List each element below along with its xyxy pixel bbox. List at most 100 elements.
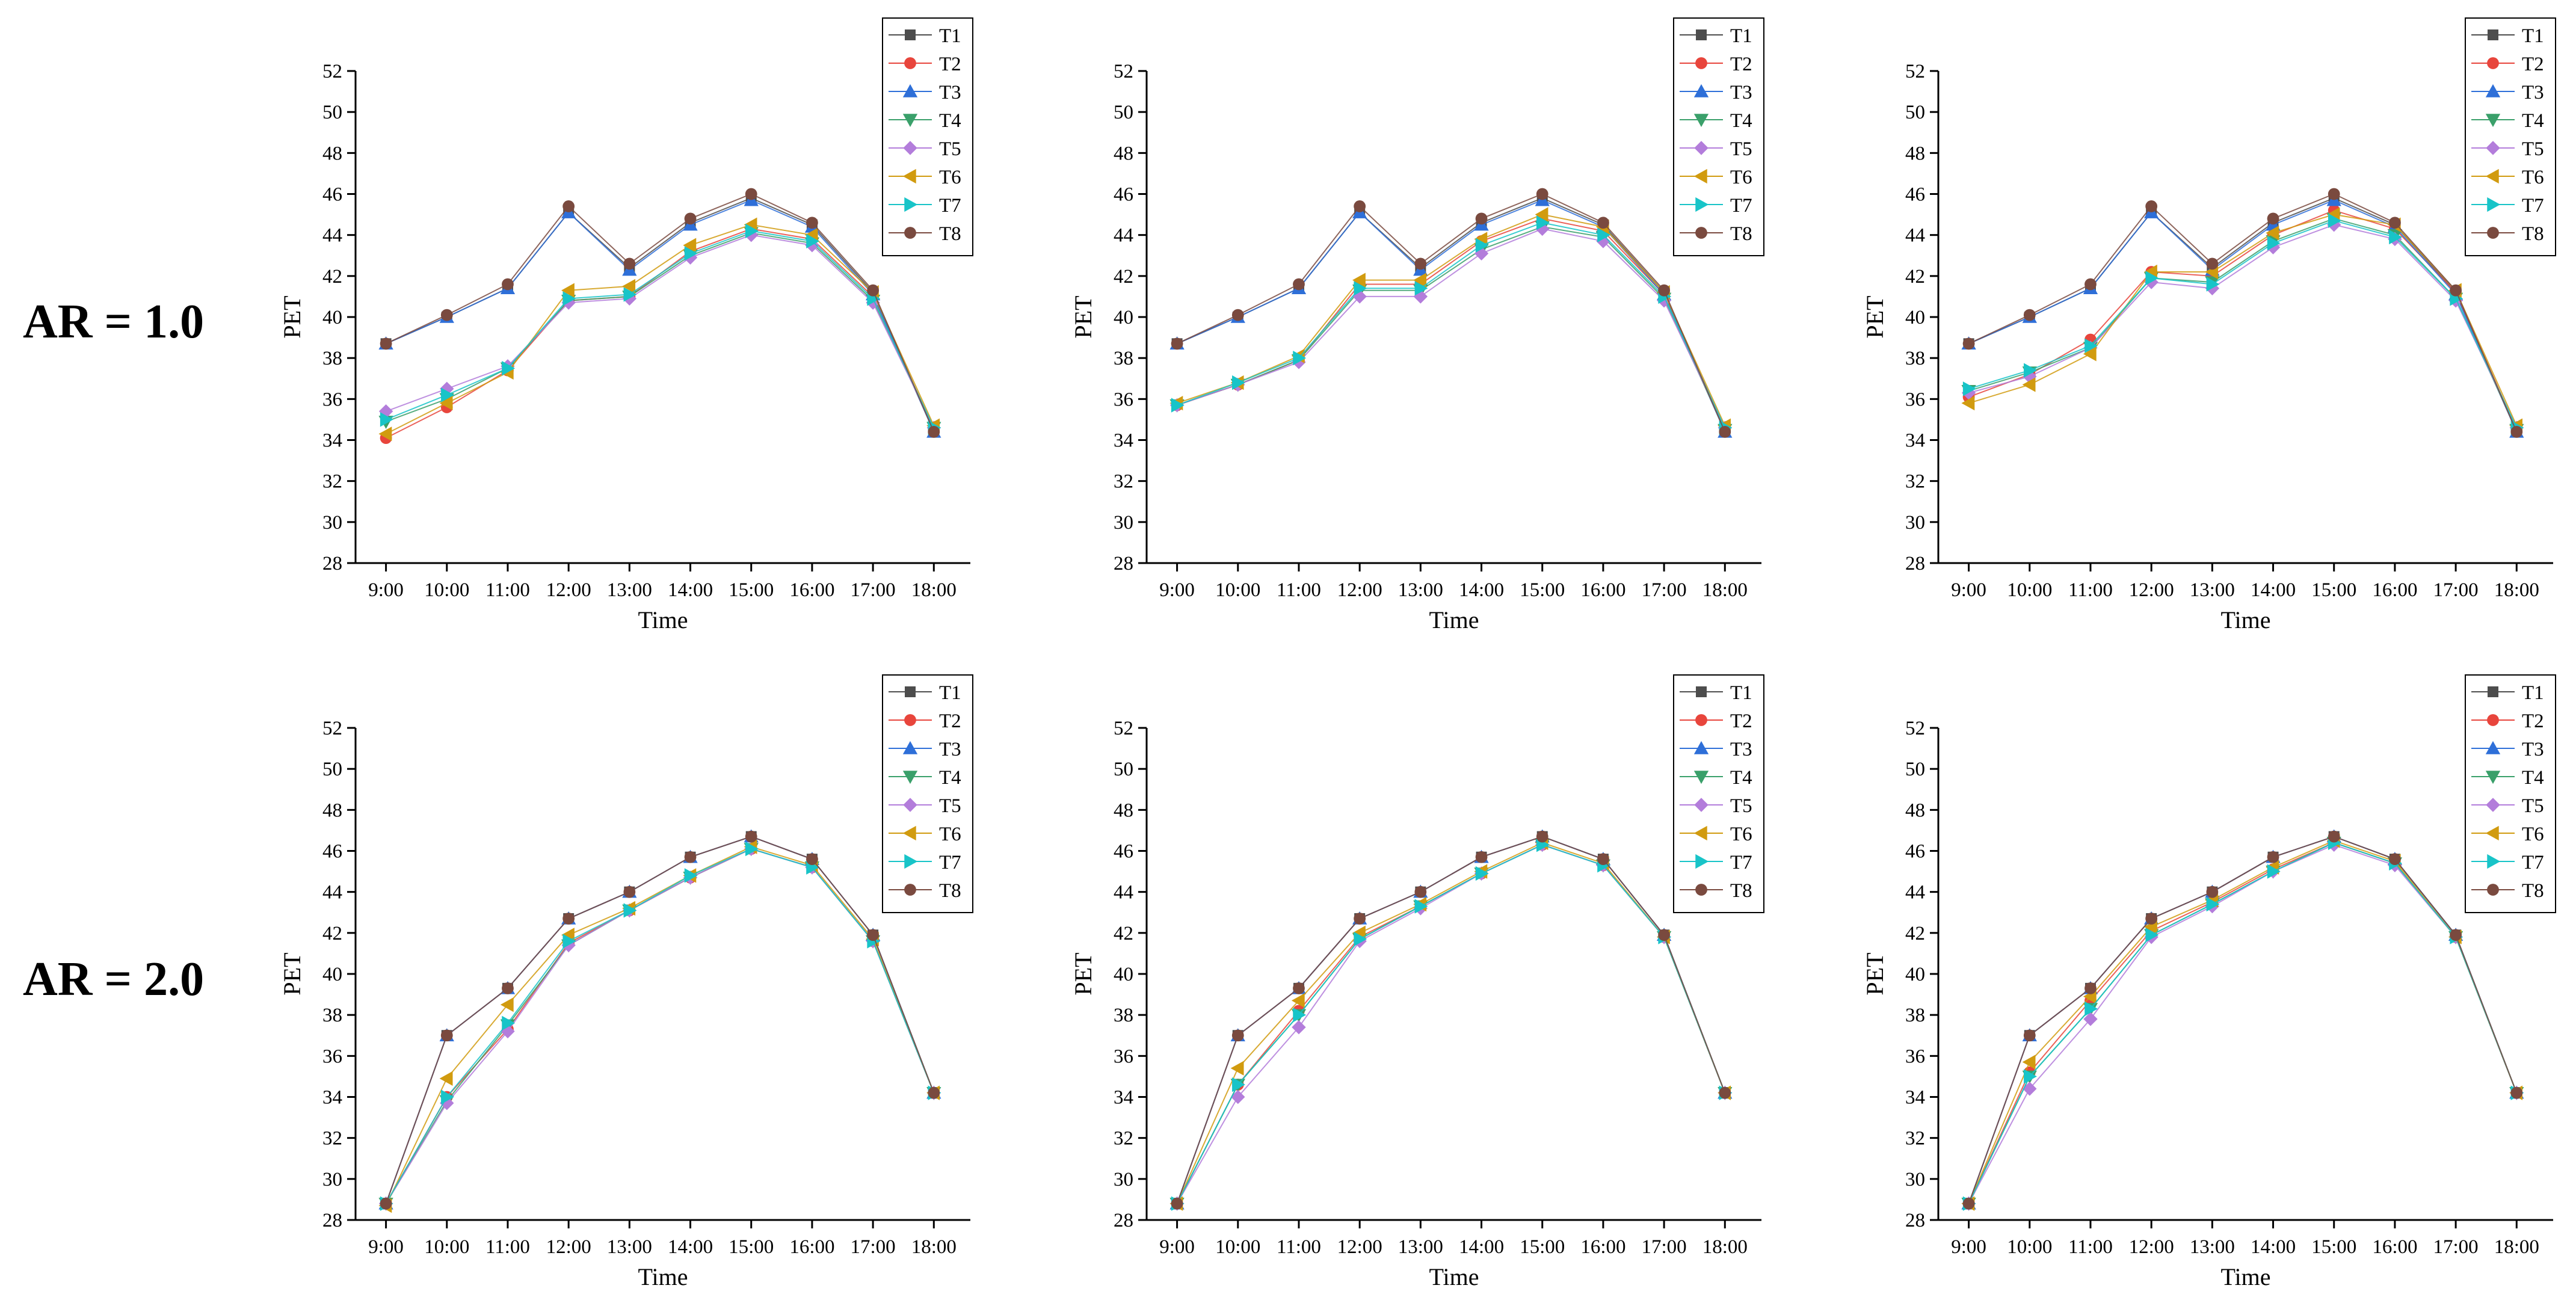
data-point-t7 [502,1015,516,1030]
legend-label-t4: T4 [1730,767,1752,789]
series-line-t6 [385,846,935,1206]
legend-label-t1: T1 [2522,25,2544,47]
series-line-t6 [1176,842,1726,1204]
data-point-t8 [1171,337,1183,350]
data-point-t8 [1719,1086,1731,1099]
series-line-t5 [1968,224,2518,428]
data-point-t8 [2145,200,2158,212]
x-tick-label: 17:00 [851,579,896,601]
y-tick-label: 52 [1905,718,1925,739]
row-label-ar-1: AR = 1.0 [23,295,205,348]
data-point-t8 [2023,309,2036,321]
x-tick-label: 12:00 [1337,1236,1382,1258]
x-tick-label: 18:00 [911,579,957,601]
y-tick-label: 46 [1114,841,1133,863]
series-line-t1 [1968,836,2518,1204]
chart-panel-6: 28 30 32 34 36 38 40 42 44 46 48 50 52 9:00 10:00 11:00… [1861,674,2556,1290]
data-point-t7 [1475,866,1489,881]
chart-panel-4: 28 30 32 34 36 38 40 42 44 46 48 50 52 9:00 10:00 11:00… [279,674,973,1290]
legend-label-t6: T6 [2522,824,2544,845]
series-line-t4 [1177,226,1726,430]
x-tick-label: 9:00 [1951,1236,1986,1258]
legend-marker-t7 [1695,854,1709,869]
data-point-t8 [2328,188,2340,200]
y-axis-label: PET [279,952,306,995]
legend-label-t4: T4 [939,767,961,789]
data-point-t8 [1231,1029,1244,1042]
series-line-t4 [386,232,935,428]
legend-label-t1: T1 [2522,682,2544,704]
series-line-t6 [1968,214,2518,427]
y-tick-label: 30 [1905,1169,1925,1190]
data-point-t8 [380,1197,392,1210]
series-line-t4 [1968,842,2518,1204]
legend-marker-t1 [905,29,916,40]
y-tick-label: 34 [1905,430,1925,452]
y-tick-label: 30 [1905,512,1925,534]
x-tick-label: 16:00 [789,1236,834,1258]
data-point-t8 [2023,1029,2036,1042]
legend-marker-t3 [1693,741,1709,754]
x-tick-label: 11:00 [1277,1236,1321,1258]
legend-marker-t5 [903,141,917,155]
y-tick-label: 42 [322,923,342,944]
legend-label-t3: T3 [939,739,961,760]
series-line-t7 [386,230,935,428]
legend-marker-t1 [2488,686,2498,697]
data-point-t8 [2206,886,2219,898]
legend-marker-t6 [902,825,916,841]
y-axis-label: PET [1861,295,1888,338]
legend-marker-t6 [1693,168,1707,184]
legend-marker-t7 [904,854,918,869]
data-point-t8 [684,851,697,863]
y-tick-label: 42 [322,266,342,288]
y-tick-label: 52 [322,61,342,82]
data-point-t8 [806,853,818,866]
data-point-t8 [684,212,697,225]
data-point-t8 [2267,851,2279,863]
y-tick-label: 38 [322,1005,342,1026]
data-point-t8 [928,1086,940,1099]
legend-label-t7: T7 [939,195,961,217]
legend-marker-t8 [2487,884,2499,896]
y-axis-label: PET [1070,295,1097,338]
y-tick-label: 52 [1905,61,1925,82]
legend-marker-t5 [903,798,917,812]
legend-marker-t4 [1693,114,1709,128]
x-tick-label: 11:00 [2068,1236,2113,1258]
data-point-t8 [867,284,879,297]
x-tick-label: 18:00 [1702,1236,1748,1258]
y-tick-label: 40 [1905,307,1925,328]
data-point-t5 [440,381,454,396]
series-line-t4 [385,848,935,1204]
data-point-t7 [441,1089,454,1104]
legend-label-t3: T3 [1730,739,1752,760]
series-line-t2 [386,228,935,439]
y-tick-label: 34 [322,1087,342,1109]
data-point-t7 [380,412,393,427]
data-point-t6 [1413,273,1427,288]
legend-label-t6: T6 [1730,824,1752,845]
data-point-t7 [684,246,698,261]
y-tick-label: 48 [1114,143,1133,164]
data-point-t8 [1475,851,1488,863]
y-axis-label: PET [279,295,306,338]
y-tick-label: 32 [1114,471,1133,493]
y-tick-label: 40 [1114,964,1133,985]
data-point-t7 [745,841,759,857]
legend-label-t5: T5 [939,795,961,817]
data-point-t8 [806,217,818,229]
legend-marker-t5 [2486,141,2500,155]
y-tick-label: 50 [1905,759,1925,780]
series-line-t4 [1176,844,1726,1204]
legend-label-t7: T7 [1730,195,1752,217]
chart-panel-5: 28 30 32 34 36 38 40 42 44 46 48 50 52 9:00 10:00 11:00… [1070,674,1764,1290]
y-tick-label: 46 [322,184,342,206]
y-tick-label: 28 [1905,1210,1925,1231]
data-point-t8 [623,886,636,898]
legend-marker-t1 [905,686,916,697]
legend-marker-t7 [2487,197,2501,212]
legend-marker-t8 [1695,884,1707,896]
y-tick-label: 30 [322,1169,342,1190]
